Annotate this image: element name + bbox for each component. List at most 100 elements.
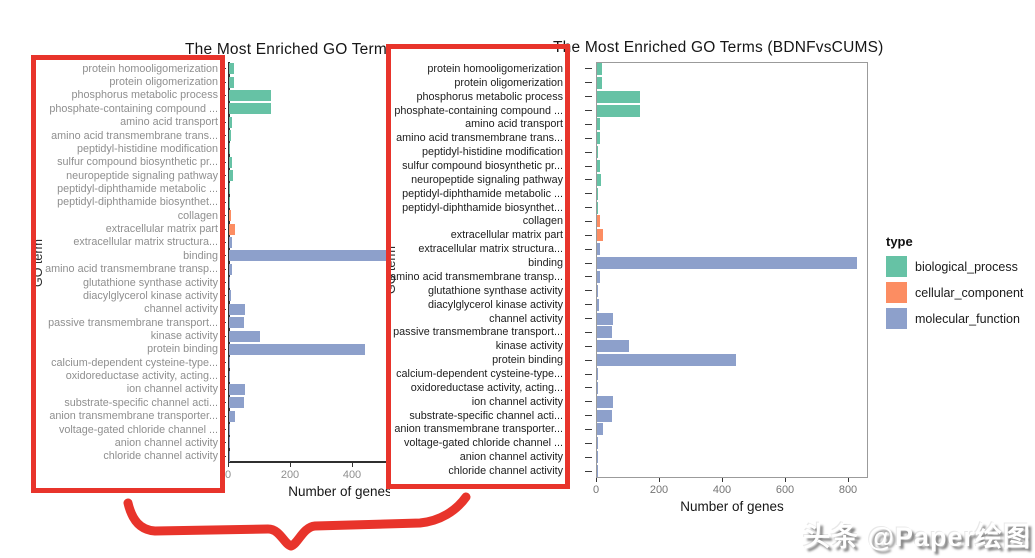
y-tick-mark	[585, 234, 592, 236]
bar	[597, 395, 613, 408]
y-tick-mark	[585, 193, 592, 195]
y-tick-mark	[221, 148, 226, 150]
category-label: diacylglycerol kinase activity	[427, 298, 563, 311]
y-tick-mark	[221, 161, 226, 163]
category-label: peptidyl-histidine modification	[76, 142, 218, 155]
bar	[229, 63, 234, 75]
category-label: calcium-dependent cysteine-type...	[396, 368, 563, 380]
bar	[597, 160, 601, 172]
category-label: substrate-specific channel acti...	[409, 409, 563, 422]
x-tick-label: 0	[592, 484, 600, 496]
bar	[229, 317, 244, 329]
x-tick-label: 600	[775, 484, 795, 496]
y-tick-mark	[221, 282, 226, 284]
x-tick-mark	[228, 463, 229, 467]
category-label: peptidyl-diphthamide metabolic ...	[402, 187, 563, 200]
y-tick-mark	[221, 188, 226, 190]
category-label: protein homooligomerization	[82, 62, 218, 75]
bar	[597, 381, 598, 394]
bar	[597, 340, 629, 353]
y-tick-mark	[221, 241, 226, 243]
category-label: collagen	[177, 209, 218, 222]
bar	[229, 410, 235, 422]
bar	[229, 170, 233, 182]
category-label: peptidyl-histidine modification	[421, 146, 563, 159]
y-tick-mark	[585, 318, 592, 320]
category-label: amino acid transport	[465, 118, 563, 131]
bar	[229, 303, 245, 315]
category-label: protein binding	[492, 354, 563, 367]
bar	[597, 201, 598, 214]
category-label: voltage-gated chloride channel ...	[58, 423, 218, 436]
bar	[229, 383, 245, 395]
category-label: ion channel activity	[471, 395, 563, 408]
y-tick-mark	[585, 68, 592, 70]
bar	[229, 450, 230, 462]
y-tick-mark	[585, 262, 592, 264]
y-tick-mark	[221, 429, 226, 431]
bar	[597, 229, 604, 242]
y-tick-mark	[585, 110, 592, 112]
bar	[597, 118, 601, 131]
bar	[229, 156, 233, 168]
bar	[597, 90, 640, 103]
bar	[229, 250, 485, 262]
category-label: oxidoreductase activity, acting...	[410, 381, 563, 394]
category-label: amino acid transmembrane trans...	[396, 132, 563, 145]
bar	[229, 357, 231, 369]
bar	[597, 187, 598, 200]
y-tick-mark	[221, 348, 226, 350]
x-tick-mark	[596, 478, 597, 482]
category-label: sulfur compound biosynthetic pr...	[402, 160, 563, 172]
category-label: kinase activity	[150, 330, 218, 343]
y-tick-mark	[221, 375, 226, 377]
bar	[597, 257, 857, 270]
y-tick-mark	[221, 215, 226, 217]
x-tick-label: 400	[712, 484, 732, 496]
y-tick-mark	[585, 276, 592, 278]
y-tick-mark	[585, 456, 592, 458]
legend-title: type	[886, 234, 913, 249]
bar	[229, 236, 233, 248]
legend-item: molecular_function	[886, 308, 1023, 329]
category-label: binding	[183, 249, 218, 262]
x-tick-label: 200	[280, 469, 300, 481]
plot-panel	[596, 62, 868, 478]
bar	[229, 103, 271, 115]
y-tick-mark	[221, 81, 226, 83]
category-label: phosphorus metabolic process	[71, 89, 218, 102]
x-tick-label: 0	[224, 469, 232, 481]
category-label: protein binding	[147, 343, 218, 356]
category-label: peptidyl-diphthamide biosynthet...	[402, 201, 563, 214]
category-label: collagen	[522, 215, 563, 228]
bar	[597, 312, 613, 325]
y-tick-mark	[585, 359, 592, 361]
y-tick-mark	[585, 220, 592, 222]
y-tick-mark	[585, 470, 592, 472]
category-label: glutathione synthase activity	[427, 284, 563, 297]
category-label: kinase activity	[495, 340, 563, 353]
go-chart-foreground-copy: The Most Enriched GO Terms (BDNFvsCUMS) G…	[384, 38, 1035, 538]
bar	[229, 437, 230, 449]
x-tick-label: 800	[838, 484, 858, 496]
y-tick-mark	[221, 362, 226, 364]
legend-item: biological_process	[886, 256, 1023, 277]
y-tick-mark	[585, 290, 592, 292]
x-tick-mark	[722, 478, 723, 482]
y-tick-mark	[585, 165, 592, 167]
category-label: sulfur compound biosynthetic pr...	[57, 156, 218, 169]
x-axis-label: Number of genes	[288, 484, 392, 499]
legend-item: cellular_component	[886, 282, 1023, 303]
bar	[229, 223, 236, 235]
bar	[229, 210, 232, 222]
category-label: extracellular matrix structura...	[73, 236, 218, 249]
category-label: chloride channel activity	[103, 450, 218, 463]
category-label: diacylglycerol kinase activity	[82, 289, 218, 302]
category-label: oxidoreductase activity, acting...	[65, 370, 218, 383]
plot-panel	[228, 62, 508, 463]
x-tick-label: 200	[649, 484, 669, 496]
category-label: amino acid transmembrane transp...	[390, 270, 563, 283]
category-label: channel activity	[144, 303, 218, 316]
y-tick-mark	[585, 123, 592, 125]
y-tick-mark	[585, 345, 592, 347]
